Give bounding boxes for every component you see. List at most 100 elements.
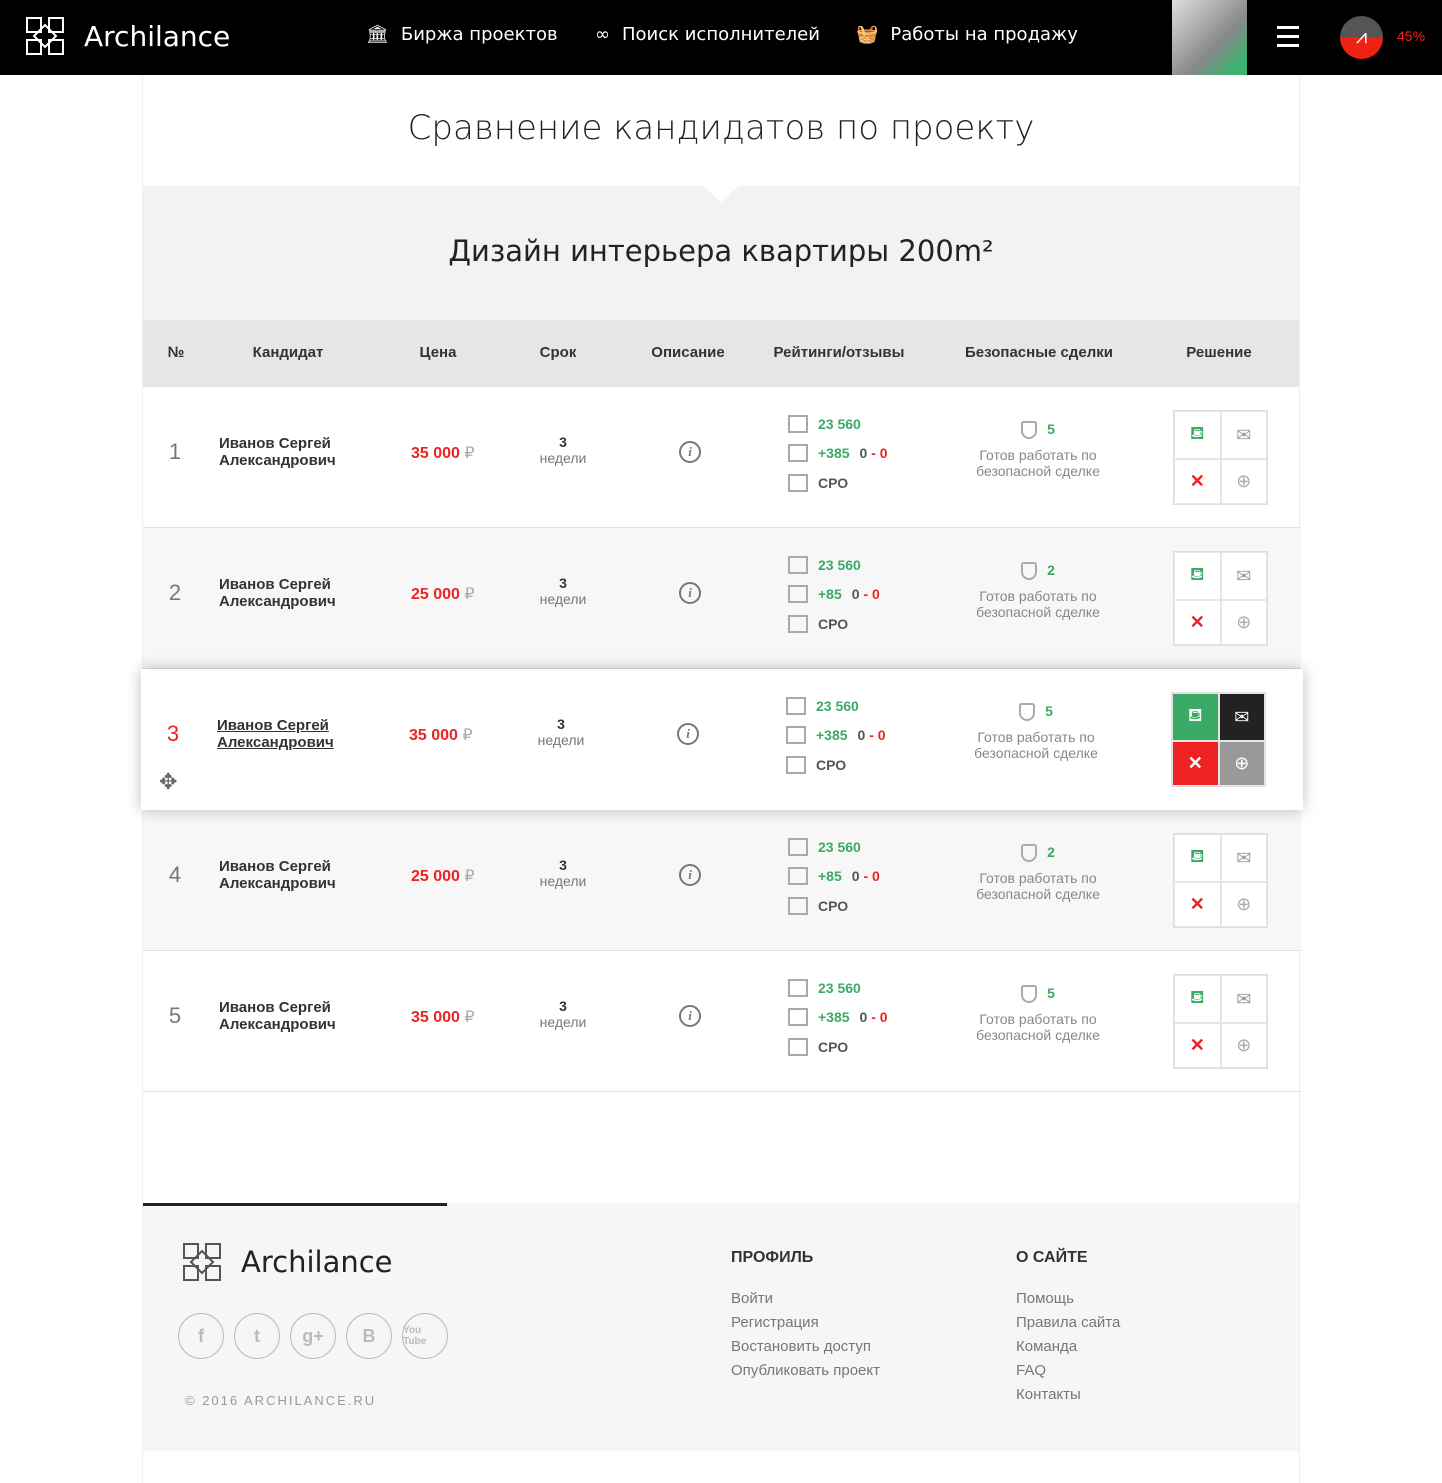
link-rules[interactable]: Правила сайта: [1016, 1314, 1121, 1331]
facebook-icon[interactable]: f: [178, 1313, 224, 1359]
name-line1: Иванов Сергей: [219, 858, 331, 875]
col-decision: Решение: [1186, 344, 1252, 361]
safe-deal-text: Готов работать по безопасной сделке: [976, 870, 1100, 903]
name-line1: Иванов Сергей: [217, 717, 329, 734]
link-login[interactable]: Войти: [731, 1290, 773, 1307]
reject-button[interactable]: ✕: [1174, 1023, 1221, 1068]
reviews-neutral: 0: [857, 727, 866, 743]
name-line2: Александрович: [219, 452, 336, 469]
hire-button[interactable]: ⛾: [1174, 834, 1221, 882]
price-value: 35 000: [409, 727, 458, 744]
twitter-icon[interactable]: t: [234, 1313, 280, 1359]
reviews-icon: [786, 726, 806, 744]
rating: 23 560: [816, 698, 859, 714]
candidate-name[interactable]: Иванов Сергей Александрович: [217, 717, 334, 751]
table-header: № Кандидат Цена Срок Описание Рейтинги/о…: [143, 320, 1299, 387]
menu-icon[interactable]: [1277, 26, 1299, 53]
link-team[interactable]: Команда: [1016, 1338, 1078, 1355]
user-avatar[interactable]: [1172, 0, 1247, 75]
send-message-button[interactable]: ✉: [1220, 975, 1267, 1023]
info-icon[interactable]: i: [677, 723, 699, 745]
rating: 23 560: [818, 839, 861, 855]
decision-buttons: ⛾ ✉ ✕ ⊕: [1173, 833, 1268, 928]
name-line2: Александрович: [219, 875, 336, 892]
currency: ₽: [464, 1009, 475, 1026]
name-line1: Иванов Сергей: [219, 999, 331, 1016]
reviews-negative: 0: [872, 868, 880, 884]
link-faq[interactable]: FAQ: [1016, 1362, 1047, 1379]
footer-logo[interactable]: Archilance: [183, 1243, 393, 1281]
copyright: © 2016 ARCHILANCE.RU: [185, 1393, 377, 1408]
row-number: 2: [168, 580, 182, 605]
reviews-positive: +85: [818, 586, 842, 602]
nav-freelancers[interactable]: ∞ Поиск исполнителей: [595, 24, 820, 45]
term-unit: недели: [539, 591, 587, 607]
hire-button[interactable]: ⛾: [1172, 693, 1219, 741]
rating-chart-icon: [788, 556, 808, 574]
add-favorite-button[interactable]: ⊕: [1220, 882, 1267, 927]
rating-chart-icon: [788, 838, 808, 856]
row-number: 4: [168, 862, 182, 887]
col-ratings: Рейтинги/отзывы: [773, 344, 905, 361]
reviews-neutral: 0: [859, 445, 868, 461]
compass-icon[interactable]: ⩘: [1340, 16, 1383, 59]
currency: ₽: [464, 586, 475, 603]
info-icon[interactable]: i: [679, 1005, 701, 1027]
hire-button[interactable]: ⛾: [1174, 975, 1221, 1023]
send-message-button[interactable]: ✉: [1220, 552, 1267, 600]
add-favorite-button[interactable]: ⊕: [1220, 600, 1267, 645]
add-favorite-button[interactable]: ⊕: [1218, 741, 1265, 786]
send-message-button[interactable]: ✉: [1220, 411, 1267, 459]
nav-projects[interactable]: 🏛 Биржа проектов: [366, 24, 558, 45]
candidate-name[interactable]: Иванов Сергей Александрович: [219, 999, 336, 1033]
add-favorite-button[interactable]: ⊕: [1220, 1023, 1267, 1068]
logo[interactable]: Archilance: [26, 17, 230, 55]
link-help[interactable]: Помощь: [1016, 1290, 1074, 1307]
candidate-name[interactable]: Иванов Сергей Александрович: [219, 576, 336, 610]
page-title: Сравнение кандидатов по проекту: [407, 108, 1035, 148]
candidate-name[interactable]: Иванов Сергей Александрович: [219, 858, 336, 892]
send-message-button[interactable]: ✉: [1218, 693, 1265, 741]
checkbox-icon: [788, 474, 808, 492]
reject-button[interactable]: ✕: [1172, 741, 1219, 786]
move-icon[interactable]: ✥: [159, 769, 178, 794]
info-icon[interactable]: i: [679, 441, 701, 463]
candidate-name[interactable]: Иванов Сергей Александрович: [219, 435, 336, 469]
link-restore[interactable]: Востановить доступ: [731, 1338, 871, 1355]
reject-button[interactable]: ✕: [1174, 882, 1221, 927]
rating: 23 560: [818, 980, 861, 996]
rating-chart-icon: [786, 697, 806, 715]
reviews-positive: +385: [816, 727, 848, 743]
youtube-icon[interactable]: You Tube: [402, 1313, 448, 1359]
term-unit: недели: [539, 1014, 587, 1030]
send-message-button[interactable]: ✉: [1220, 834, 1267, 882]
add-favorite-button[interactable]: ⊕: [1220, 459, 1267, 504]
link-contacts[interactable]: Контакты: [1016, 1386, 1081, 1403]
row-number: 1: [168, 439, 182, 464]
safe-deal-text: Готов работать по безопасной сделке: [976, 588, 1100, 621]
hire-button[interactable]: ⛾: [1174, 411, 1221, 459]
column-icon: 🏛: [366, 24, 389, 45]
currency: ₽: [464, 868, 475, 885]
link-publish[interactable]: Опубликовать проект: [731, 1362, 880, 1379]
vk-icon[interactable]: B: [346, 1313, 392, 1359]
hire-button[interactable]: ⛾: [1174, 552, 1221, 600]
link-register[interactable]: Регистрация: [731, 1314, 819, 1331]
nav-works-for-sale[interactable]: 🧺 Работы на продажу: [856, 24, 1078, 45]
checkbox-icon: [788, 1038, 808, 1056]
reviews-negative: 0: [879, 1009, 888, 1025]
reviews-neutral: 0: [851, 868, 860, 884]
info-icon[interactable]: i: [679, 864, 701, 886]
footer-bar: [143, 1203, 447, 1206]
reviews-neutral: 0: [851, 586, 860, 602]
google-plus-icon[interactable]: g+: [290, 1313, 336, 1359]
reject-button[interactable]: ✕: [1174, 600, 1221, 645]
price-value: 35 000: [411, 1009, 460, 1026]
reject-button[interactable]: ✕: [1174, 459, 1221, 504]
info-icon[interactable]: i: [679, 582, 701, 604]
